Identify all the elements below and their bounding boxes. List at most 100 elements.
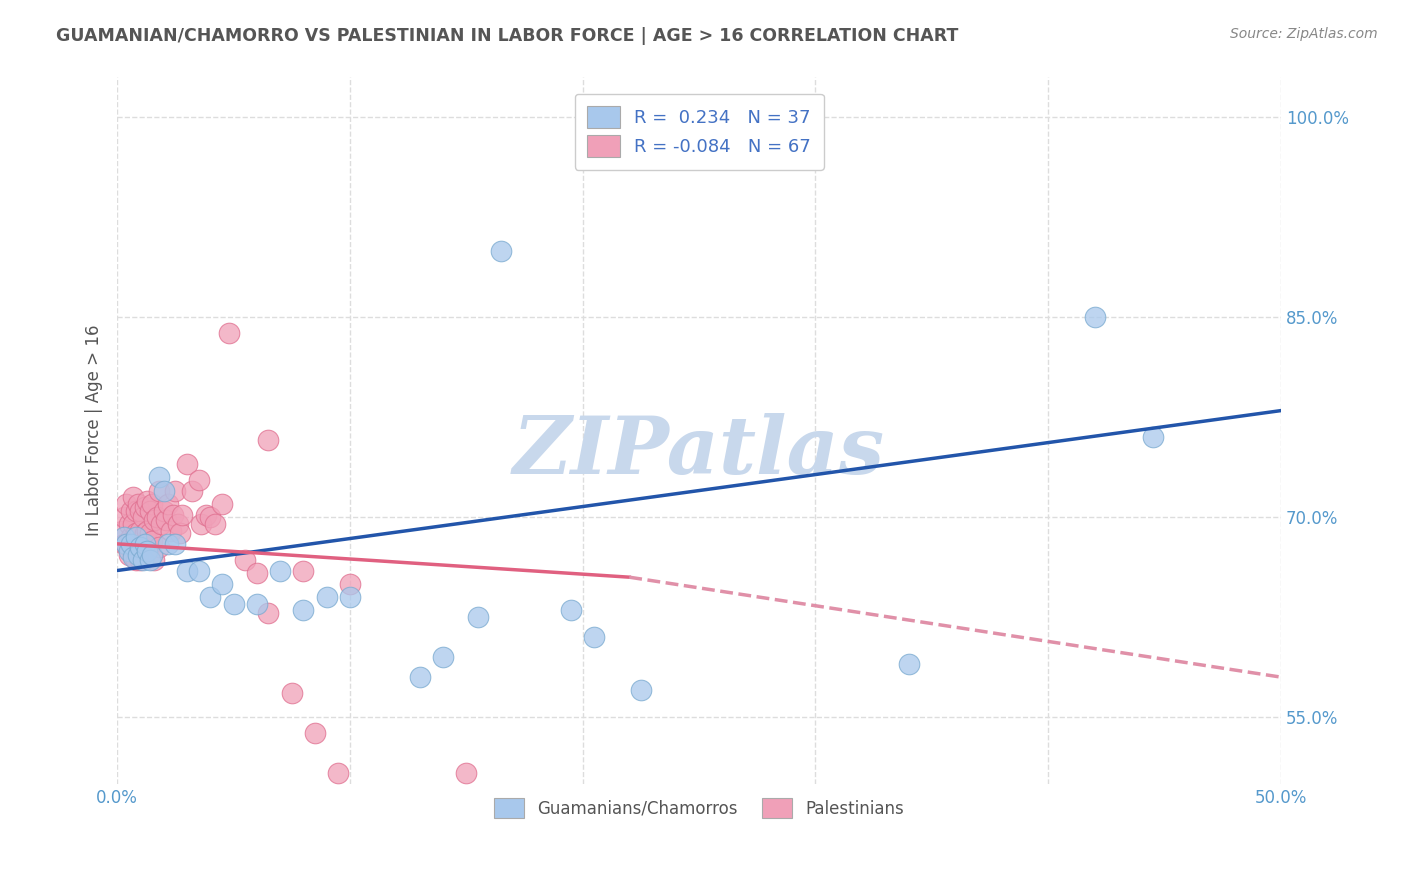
Point [169, 526, 191, 541]
Point [176, 564, 198, 578]
Point [141, 497, 163, 511]
Point [143, 553, 166, 567]
Point [187, 473, 209, 487]
Point [257, 433, 280, 447]
Point [897, 657, 920, 671]
Point [180, 483, 202, 498]
Point [165, 483, 187, 498]
Point [141, 548, 163, 562]
Point [125, 530, 148, 544]
Point [269, 564, 291, 578]
Point [456, 766, 478, 780]
Point [315, 590, 337, 604]
Point [127, 548, 149, 562]
Point [194, 508, 217, 522]
Point [134, 526, 156, 541]
Point [122, 516, 145, 531]
Point [162, 508, 184, 522]
Point [120, 537, 142, 551]
Point [132, 537, 155, 551]
Point [211, 497, 233, 511]
Point [218, 326, 240, 341]
Point [115, 537, 138, 551]
Point [560, 603, 582, 617]
Point [187, 564, 209, 578]
Point [132, 553, 155, 567]
Point [111, 524, 134, 538]
Point [120, 503, 142, 517]
Point [122, 550, 145, 565]
Point [1084, 310, 1107, 325]
Point [159, 524, 181, 538]
Point [155, 513, 177, 527]
Point [172, 508, 194, 522]
Text: Source: ZipAtlas.com: Source: ZipAtlas.com [1230, 27, 1378, 41]
Point [513, 793, 536, 807]
Point [152, 503, 174, 517]
Point [122, 548, 145, 562]
Point [166, 516, 188, 531]
Point [583, 630, 606, 644]
Point [157, 537, 180, 551]
Point [292, 564, 315, 578]
Point [143, 513, 166, 527]
Point [127, 530, 149, 544]
Point [136, 494, 159, 508]
Point [204, 516, 226, 531]
Point [152, 483, 174, 498]
Point [145, 510, 167, 524]
Point [630, 683, 652, 698]
Point [134, 537, 156, 551]
Point [409, 790, 432, 805]
Point [132, 510, 155, 524]
Point [118, 548, 141, 562]
Point [157, 497, 180, 511]
Point [1142, 430, 1164, 444]
Point [339, 577, 361, 591]
Point [141, 534, 163, 549]
Point [112, 530, 135, 544]
Text: GUAMANIAN/CHAMORRO VS PALESTINIAN IN LABOR FORCE | AGE > 16 CORRELATION CHART: GUAMANIAN/CHAMORRO VS PALESTINIAN IN LAB… [56, 27, 959, 45]
Point [148, 483, 170, 498]
Point [339, 590, 361, 604]
Point [125, 553, 148, 567]
Point [129, 553, 152, 567]
Point [120, 530, 142, 544]
Point [136, 524, 159, 538]
Point [257, 606, 280, 620]
Point [233, 553, 256, 567]
Point [118, 516, 141, 531]
Point [112, 510, 135, 524]
Point [129, 503, 152, 517]
Point [246, 597, 269, 611]
Point [246, 566, 269, 581]
Point [115, 537, 138, 551]
Point [328, 766, 350, 780]
Point [200, 590, 222, 604]
Point [115, 497, 138, 511]
Point [176, 457, 198, 471]
Point [112, 537, 135, 551]
Text: ZIPatlas: ZIPatlas [513, 413, 886, 491]
Point [127, 497, 149, 511]
Point [139, 526, 162, 541]
Point [467, 610, 489, 624]
Point [122, 490, 145, 504]
Point [190, 516, 212, 531]
Point [304, 726, 326, 740]
Point [134, 500, 156, 514]
Point [148, 540, 170, 554]
Point [139, 553, 162, 567]
Point [211, 577, 233, 591]
Point [148, 470, 170, 484]
Point [200, 510, 222, 524]
Point [136, 543, 159, 558]
Point [222, 597, 245, 611]
Legend: Guamanians/Chamorros, Palestinians: Guamanians/Chamorros, Palestinians [486, 791, 911, 825]
Point [165, 537, 187, 551]
Point [292, 603, 315, 617]
Point [129, 540, 152, 554]
Point [281, 686, 304, 700]
Point [129, 524, 152, 538]
Point [125, 503, 148, 517]
